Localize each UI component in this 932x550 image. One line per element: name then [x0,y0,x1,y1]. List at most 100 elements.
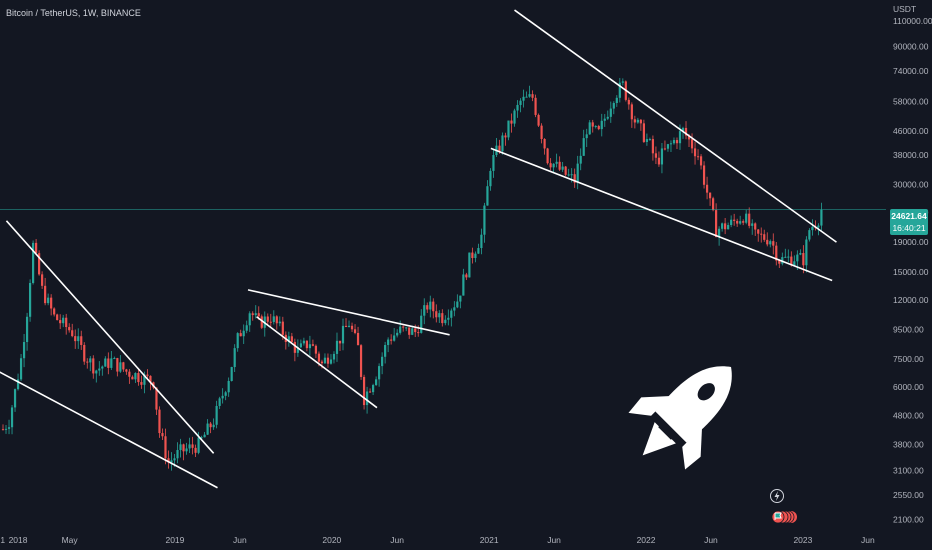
candle-body [766,239,769,245]
y-tick-label: 46000.00 [893,126,929,136]
candle-body [594,126,597,128]
candle-body [98,368,101,371]
candle-body [25,316,29,343]
candle-body [573,174,576,183]
candle-body [648,139,652,141]
candle-body [375,379,378,386]
candle-body [230,367,233,381]
candle-body [450,310,453,318]
candle-body [296,347,299,353]
price-axis[interactable]: USDT 110000.00 90000.00 74000.00 58000.00 460… [893,4,932,524]
x-tick-label: Jun [390,535,404,545]
trendline[interactable] [514,9,837,243]
candle-body [681,127,685,132]
candle-body [636,119,639,123]
candle-body [447,317,450,320]
candle-body [459,295,462,302]
candle-body [498,145,501,152]
y-tick-label: 19000.00 [893,237,929,247]
candle-body [739,221,742,224]
candle-body [772,241,775,246]
candle-body [287,336,290,342]
candle-body [41,274,44,286]
candle-body [68,327,71,331]
candle-body [444,319,447,324]
y-tick-label: 38000.00 [893,150,929,160]
trendline[interactable] [490,147,833,282]
flag-icon[interactable] [771,510,797,524]
candle-body [603,118,606,121]
candle-body [113,358,116,360]
candle-body [672,140,676,144]
candle-body [754,223,757,230]
candle-body [745,213,748,223]
candle-body [453,307,456,311]
candle-body [426,305,429,310]
candle-body [92,358,95,374]
candle-body [684,127,688,136]
candle-body [516,104,519,111]
candle-body [185,448,188,452]
candle-body [107,358,110,368]
candle-body [308,344,312,349]
y-tick-label: 74000.00 [893,66,929,76]
candle-body [552,163,555,168]
candle-body [760,233,763,235]
trendline[interactable] [247,289,450,336]
last-price-tag: 24621.64 16:40:21 [890,209,928,235]
candle-body [381,356,384,367]
x-tick-label: Jun [861,535,875,545]
rocket-icon[interactable] [613,337,761,485]
candle-body [260,316,263,328]
candle-body [158,409,161,434]
candle-body [718,228,721,238]
candle-body [13,389,17,408]
lightning-icon[interactable] [770,489,784,503]
candle-body [209,423,212,428]
time-axis[interactable]: 21 2018 May 2019 Jun 2020 Jun 2021 Jun 2022 Jun 202… [0,535,875,545]
candle-body [769,241,772,245]
candle-body [164,436,167,459]
y-tick-label: 90000.00 [893,41,929,51]
candle-body [510,120,513,124]
candle-body [507,120,510,138]
y-tick-label: 4800.00 [893,410,924,420]
trendlines-layer[interactable] [0,9,837,489]
trendline[interactable] [256,316,378,409]
candle-body [525,96,528,98]
candle-body [212,424,215,428]
candle-body [387,339,390,346]
candle-body [299,343,302,348]
candle-body [101,366,104,369]
candle-body [371,385,375,393]
candle-body [182,444,185,452]
candle-body [474,253,477,259]
candle-body [128,371,131,377]
candle-body [561,166,564,170]
candle-body [705,184,709,193]
candle-body [576,163,579,183]
candle-body [775,245,778,261]
candle-body [513,110,516,124]
candle-body [796,254,799,262]
candle-body [362,376,366,406]
candles-layer [1,77,823,471]
candle-body [519,100,522,105]
candle-body [477,248,480,254]
trendline[interactable] [0,361,218,489]
y-tick-label: 110000.00 [893,16,932,26]
bar-countdown: 16:40:21 [892,223,926,233]
candle-body [690,139,694,149]
candle-body [329,359,333,364]
candle-body [131,376,134,380]
candle-body [708,192,712,199]
x-tick-label: 21 [0,535,5,545]
trendline[interactable] [5,220,215,454]
candle-body [432,301,435,312]
candle-body [501,135,504,152]
candle-body [687,135,691,140]
x-tick-label: Jun [547,535,561,545]
candle-body [660,148,664,165]
candle-body [10,407,14,428]
